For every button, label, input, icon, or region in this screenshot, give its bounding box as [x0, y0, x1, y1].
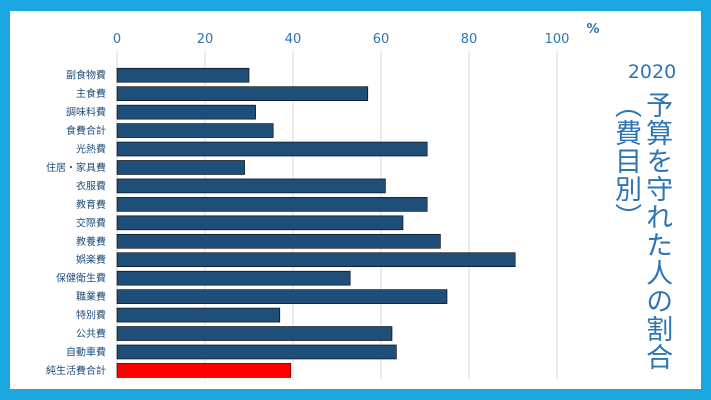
bar — [116, 67, 250, 83]
x-tick-label: 40 — [285, 32, 302, 47]
x-axis-ticks: 0 20 40 60 80 100 — [113, 32, 570, 47]
category-label: 調味料費 — [66, 106, 106, 119]
bar — [116, 233, 441, 249]
bar — [116, 197, 428, 212]
x-tick-label: 80 — [461, 32, 478, 47]
bar — [116, 307, 281, 323]
bar — [116, 326, 393, 341]
bar — [116, 178, 386, 194]
chart-title: 予算を守れた人の割合（費目別） — [610, 91, 673, 371]
category-label: 食費合計 — [66, 124, 106, 137]
category-label: 職業費 — [76, 290, 106, 303]
bar-chart: 0 20 40 60 80 100 % 副食物費主食費調味料費食費合計光熱費住居・家具費衣… — [46, 22, 600, 380]
bars — [116, 67, 516, 378]
category-label: 保健衛生費 — [56, 272, 106, 285]
category-labels: 副食物費主食費調味料費食費合計光熱費住居・家具費衣服費教育費交際費教養費娯楽費保… — [46, 69, 106, 377]
chart-year: 2020 — [627, 61, 677, 83]
category-label: 娯楽費 — [76, 253, 106, 266]
bar-highlight — [116, 363, 292, 378]
category-label: 純生活費合計 — [46, 364, 106, 377]
category-label: 教養費 — [76, 235, 106, 248]
bar — [116, 289, 448, 304]
x-tick-label: 100 — [545, 32, 570, 47]
unit-label: % — [586, 22, 599, 37]
category-label: 衣服費 — [76, 179, 106, 192]
category-label: 公共費 — [76, 327, 106, 340]
category-label: 光熱費 — [76, 143, 106, 156]
x-tick-label: 0 — [113, 32, 121, 47]
bar — [116, 123, 274, 138]
category-label: 交際費 — [76, 216, 106, 229]
category-label: 特別費 — [76, 309, 106, 322]
bar — [116, 270, 351, 286]
bar — [116, 344, 397, 360]
bar — [116, 252, 516, 268]
x-tick-label: 60 — [373, 32, 390, 47]
bar — [116, 215, 404, 231]
bar — [116, 160, 245, 175]
bar — [116, 104, 256, 120]
bar — [116, 141, 428, 157]
category-label: 教育費 — [76, 198, 106, 211]
category-label: 主食費 — [76, 87, 106, 100]
bar — [116, 86, 369, 101]
category-label: 住居・家具費 — [46, 161, 106, 174]
x-tick-label: 20 — [197, 32, 214, 47]
category-label: 自動車費 — [66, 345, 106, 358]
category-label: 副食物費 — [66, 69, 106, 82]
chart-panel: 0 20 40 60 80 100 % 副食物費主食費調味料費食費合計光熱費住居・家具費衣… — [10, 11, 701, 389]
